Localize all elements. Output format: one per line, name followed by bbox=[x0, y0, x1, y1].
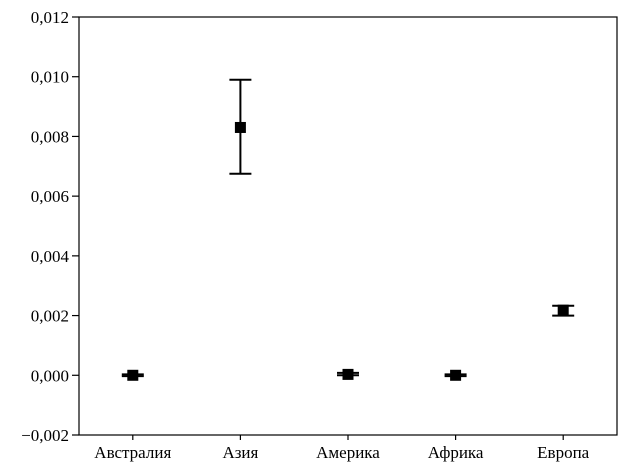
error-bar-group bbox=[121, 369, 144, 381]
y-tick-label: 0,000 bbox=[31, 366, 69, 385]
x-tick-label: Америка bbox=[316, 443, 380, 462]
x-tick-label: Европа bbox=[537, 443, 590, 462]
mean-marker bbox=[342, 368, 354, 380]
error-bar-group bbox=[552, 304, 575, 317]
mean-marker bbox=[234, 121, 246, 133]
y-tick-label: 0,006 bbox=[31, 187, 69, 206]
y-tick-label: 0,010 bbox=[31, 68, 69, 87]
y-tick-label: 0,012 bbox=[31, 8, 69, 27]
y-tick-label: 0,008 bbox=[31, 127, 69, 146]
mean-marker bbox=[127, 369, 139, 381]
mean-marker bbox=[557, 304, 569, 316]
x-tick-label: Австралия bbox=[94, 443, 171, 462]
x-tick-label: Азия bbox=[222, 443, 258, 462]
y-tick-label: 0,004 bbox=[31, 247, 70, 266]
y-tick-label: −0,002 bbox=[21, 426, 69, 445]
data-marks bbox=[121, 78, 575, 381]
mean-marker bbox=[450, 369, 462, 381]
error-bar-group bbox=[337, 368, 359, 380]
error-bar-group bbox=[229, 78, 252, 175]
x-axis: Австралия Азия Америка Африка Европа bbox=[94, 435, 590, 462]
x-tick-label: Африка bbox=[428, 443, 484, 462]
y-axis: −0,002 0,000 0,002 0,004 0,006 0,008 0,010 0,01… bbox=[21, 8, 79, 445]
y-tick-label: 0,002 bbox=[31, 307, 69, 326]
error-bar-group bbox=[444, 369, 467, 381]
